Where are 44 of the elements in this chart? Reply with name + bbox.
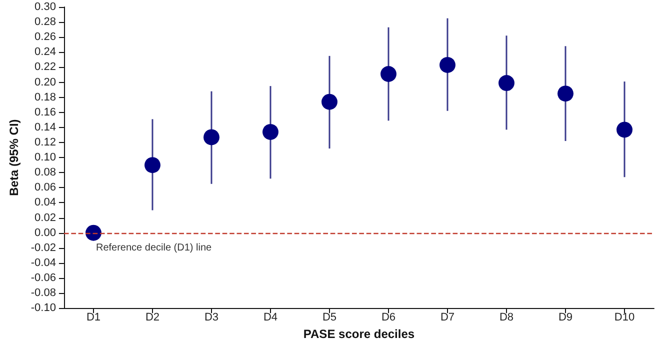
ref-line-label: Reference decile (D1) line [96,242,212,254]
point [440,56,456,73]
y-axis-title: Beta (95% CI) [7,119,21,196]
y-tick-label: 0.24 [34,46,56,58]
x-tick-label: D7 [440,312,455,324]
y-tick-label: 0.06 [34,182,56,194]
x-tick-label: D9 [558,312,573,324]
y-tick-label: -0.08 [30,287,56,300]
point [322,94,338,110]
x-tick-label: D8 [499,312,514,324]
point [616,122,632,138]
point [262,124,278,140]
y-tick-label: 0.30 [34,1,56,13]
y-tick-label: -0.02 [30,242,56,254]
y-tick-label: 0.22 [34,61,56,74]
y-tick-label: 0.16 [34,106,56,118]
point [144,157,160,174]
y-tick-label: -0.10 [30,302,56,314]
y-tick-label: 0.04 [34,196,56,209]
y-tick-label: 0.12 [34,136,56,148]
y-tick-label: 0.08 [34,166,56,179]
point [498,75,514,92]
y-tick-label: 0.00 [34,226,56,239]
point [380,66,396,82]
y-tick-label: 0.02 [34,212,56,224]
point [558,86,574,102]
y-tick-label: 0.18 [34,91,56,104]
y-tick-label: -0.04 [30,256,56,269]
x-tick-label: D3 [204,312,219,324]
x-tick-label: D2 [145,312,160,324]
x-tick-label: D1 [86,312,101,324]
x-tick-label: D4 [263,312,278,324]
point [203,129,220,146]
x-tick-label: D5 [322,312,337,324]
x-tick-label: D10 [614,312,635,324]
point [85,224,102,241]
x-axis-title: PASE score deciles [303,327,415,341]
x-tick-label: D6 [381,312,396,324]
y-tick-label: 0.28 [34,16,56,28]
y-tick-label: 0.10 [34,152,56,164]
y-tick-label: 0.20 [34,76,56,88]
y-tick-label: 0.14 [34,121,56,134]
y-tick-label: -0.06 [30,272,56,284]
y-tick-label: 0.26 [34,31,56,44]
